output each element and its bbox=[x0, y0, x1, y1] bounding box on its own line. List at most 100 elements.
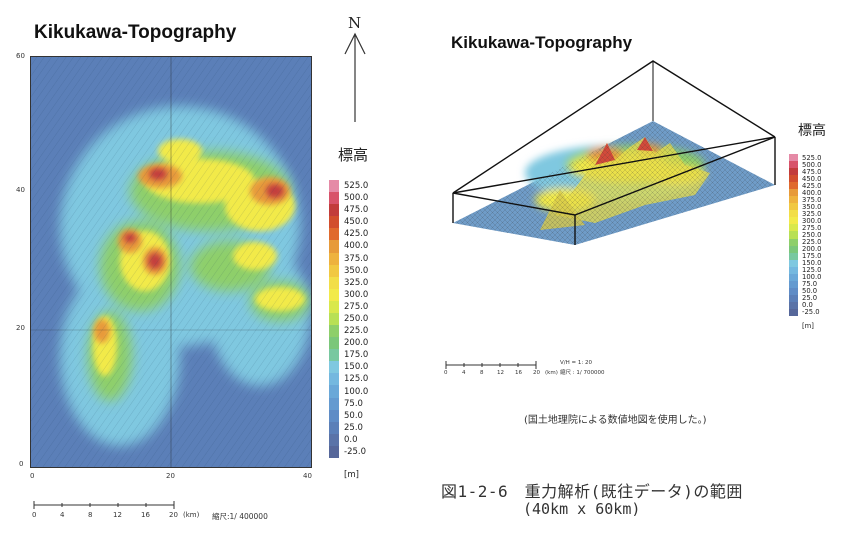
legend-swatch bbox=[789, 203, 798, 211]
legend-swatch bbox=[329, 192, 339, 205]
legend-value: 50.0 bbox=[344, 410, 363, 421]
figure-caption: 図1-2-6 重力解析(既往データ)の範囲 bbox=[441, 482, 743, 501]
legend-value: 400.0 bbox=[802, 188, 822, 197]
scale-unit: (km) bbox=[183, 511, 200, 519]
legend-swatch bbox=[789, 175, 798, 183]
north-arrow-icon bbox=[344, 32, 366, 122]
legend-swatch bbox=[329, 228, 339, 241]
x-tick-20: 20 bbox=[166, 472, 175, 480]
legend-swatch bbox=[789, 252, 798, 261]
legend-swatch bbox=[329, 264, 339, 278]
contour-map bbox=[30, 56, 312, 468]
legend-swatch bbox=[789, 280, 798, 289]
legend-value: 100.0 bbox=[802, 273, 822, 282]
legend-unit-right: [m] bbox=[802, 322, 814, 330]
legend-value: 300.0 bbox=[344, 289, 369, 300]
legend-swatch bbox=[329, 409, 339, 423]
legend-value: 425.0 bbox=[344, 229, 369, 240]
legend-swatch bbox=[789, 168, 798, 176]
legend-swatch bbox=[329, 349, 339, 362]
legend-value: 325.0 bbox=[802, 209, 822, 218]
legend-value: 150.0 bbox=[344, 362, 369, 373]
legend-swatch bbox=[789, 266, 798, 275]
legend-value: 500.0 bbox=[802, 160, 822, 169]
legend-swatch bbox=[789, 217, 798, 225]
legend-swatch bbox=[329, 312, 339, 326]
legend-value: 325.0 bbox=[344, 277, 369, 288]
legend-swatch bbox=[789, 245, 798, 254]
legend-value: 525.0 bbox=[802, 153, 822, 162]
legend-swatch bbox=[329, 300, 339, 314]
scale-tick-16: 16 bbox=[141, 511, 150, 519]
legend-title-left: 標高 bbox=[338, 146, 369, 164]
legend-swatch bbox=[329, 445, 339, 459]
legend-value: 225.0 bbox=[344, 326, 369, 337]
north-label: N bbox=[348, 14, 362, 32]
legend-swatch bbox=[789, 231, 798, 239]
y-tick-20: 20 bbox=[16, 324, 25, 332]
legend-labels-right: 525.0 500.0 475.0 450.0 425.0 400.0 375.0 350.0… bbox=[802, 153, 842, 317]
legend-value: 125.0 bbox=[802, 266, 822, 275]
legend-swatch bbox=[329, 397, 339, 411]
legend-swatch bbox=[789, 161, 798, 169]
legend-value: 375.0 bbox=[802, 195, 822, 204]
legend-swatch bbox=[329, 252, 339, 266]
scale-ratio-left: 縮尺:1/ 400000 bbox=[212, 512, 268, 521]
legend-swatch bbox=[789, 238, 798, 247]
legend-value: 300.0 bbox=[802, 216, 822, 225]
scale-tick-0: 0 bbox=[32, 511, 37, 519]
scale-r-tick-8: 8 bbox=[480, 370, 484, 376]
legend-swatch bbox=[789, 287, 798, 296]
scale-tick-8: 8 bbox=[88, 511, 93, 519]
x-tick-40: 40 bbox=[303, 472, 312, 480]
legend-labels-left: 525.0 500.0 475.0 450.0 425.0 400.0 375.0 350.0… bbox=[344, 180, 404, 458]
y-tick-40: 40 bbox=[16, 186, 25, 194]
legend-swatch bbox=[329, 180, 339, 193]
legend-value: 350.0 bbox=[802, 202, 822, 211]
scale-tick-12: 12 bbox=[113, 511, 122, 519]
legend-value: 500.0 bbox=[344, 193, 369, 204]
legend-value: 200.0 bbox=[344, 338, 369, 349]
legend-value: 100.0 bbox=[344, 386, 369, 397]
legend-swatch bbox=[329, 216, 339, 229]
legend-swatch bbox=[329, 433, 339, 447]
legend-value: 25.0 bbox=[802, 294, 818, 303]
legend-swatch bbox=[329, 276, 339, 290]
scale-r-tick-12: 12 bbox=[497, 370, 504, 376]
legend-value: 375.0 bbox=[344, 253, 369, 264]
legend-swatch bbox=[329, 361, 339, 374]
legend-value: 225.0 bbox=[802, 238, 822, 247]
legend-colorbar-left bbox=[329, 180, 339, 459]
legend-title-right: 標高 bbox=[798, 123, 826, 139]
legend-value: 200.0 bbox=[802, 245, 822, 254]
x-tick-0: 0 bbox=[30, 472, 35, 480]
legend-value: 275.0 bbox=[802, 223, 822, 232]
legend-unit-left: [m] bbox=[344, 470, 359, 480]
legend-swatch bbox=[789, 308, 798, 317]
legend-value: 50.0 bbox=[802, 287, 818, 296]
legend-colorbar-right bbox=[789, 154, 798, 317]
legend-value: 400.0 bbox=[344, 241, 369, 252]
source-note: (国土地理院による数値地図を使用した。) bbox=[524, 415, 707, 426]
legend-swatch bbox=[789, 224, 798, 232]
legend-value: 425.0 bbox=[802, 181, 822, 190]
legend-value: 125.0 bbox=[344, 374, 369, 385]
legend-swatch bbox=[329, 337, 339, 350]
scale-r-tick-0: 0 bbox=[444, 370, 448, 376]
legend-swatch bbox=[329, 325, 339, 338]
legend-value: 0.0 bbox=[344, 434, 358, 445]
scale-r-tick-4: 4 bbox=[462, 370, 466, 376]
scale-tick-20: 20 bbox=[169, 511, 178, 519]
legend-value: -25.0 bbox=[802, 308, 820, 317]
legend-value: 75.0 bbox=[802, 280, 818, 289]
terrain-3d-view bbox=[452, 60, 776, 245]
legend-value: 275.0 bbox=[344, 301, 369, 312]
legend-value: 450.0 bbox=[802, 174, 822, 183]
legend-swatch bbox=[789, 154, 798, 162]
legend-value: 525.0 bbox=[344, 181, 369, 192]
legend-value: 25.0 bbox=[344, 422, 363, 433]
legend-value: 350.0 bbox=[344, 265, 369, 276]
legend-value: 250.0 bbox=[344, 314, 369, 324]
right-map-title: Kikukawa-Topography bbox=[451, 33, 633, 52]
legend-value: 175.0 bbox=[802, 252, 822, 261]
